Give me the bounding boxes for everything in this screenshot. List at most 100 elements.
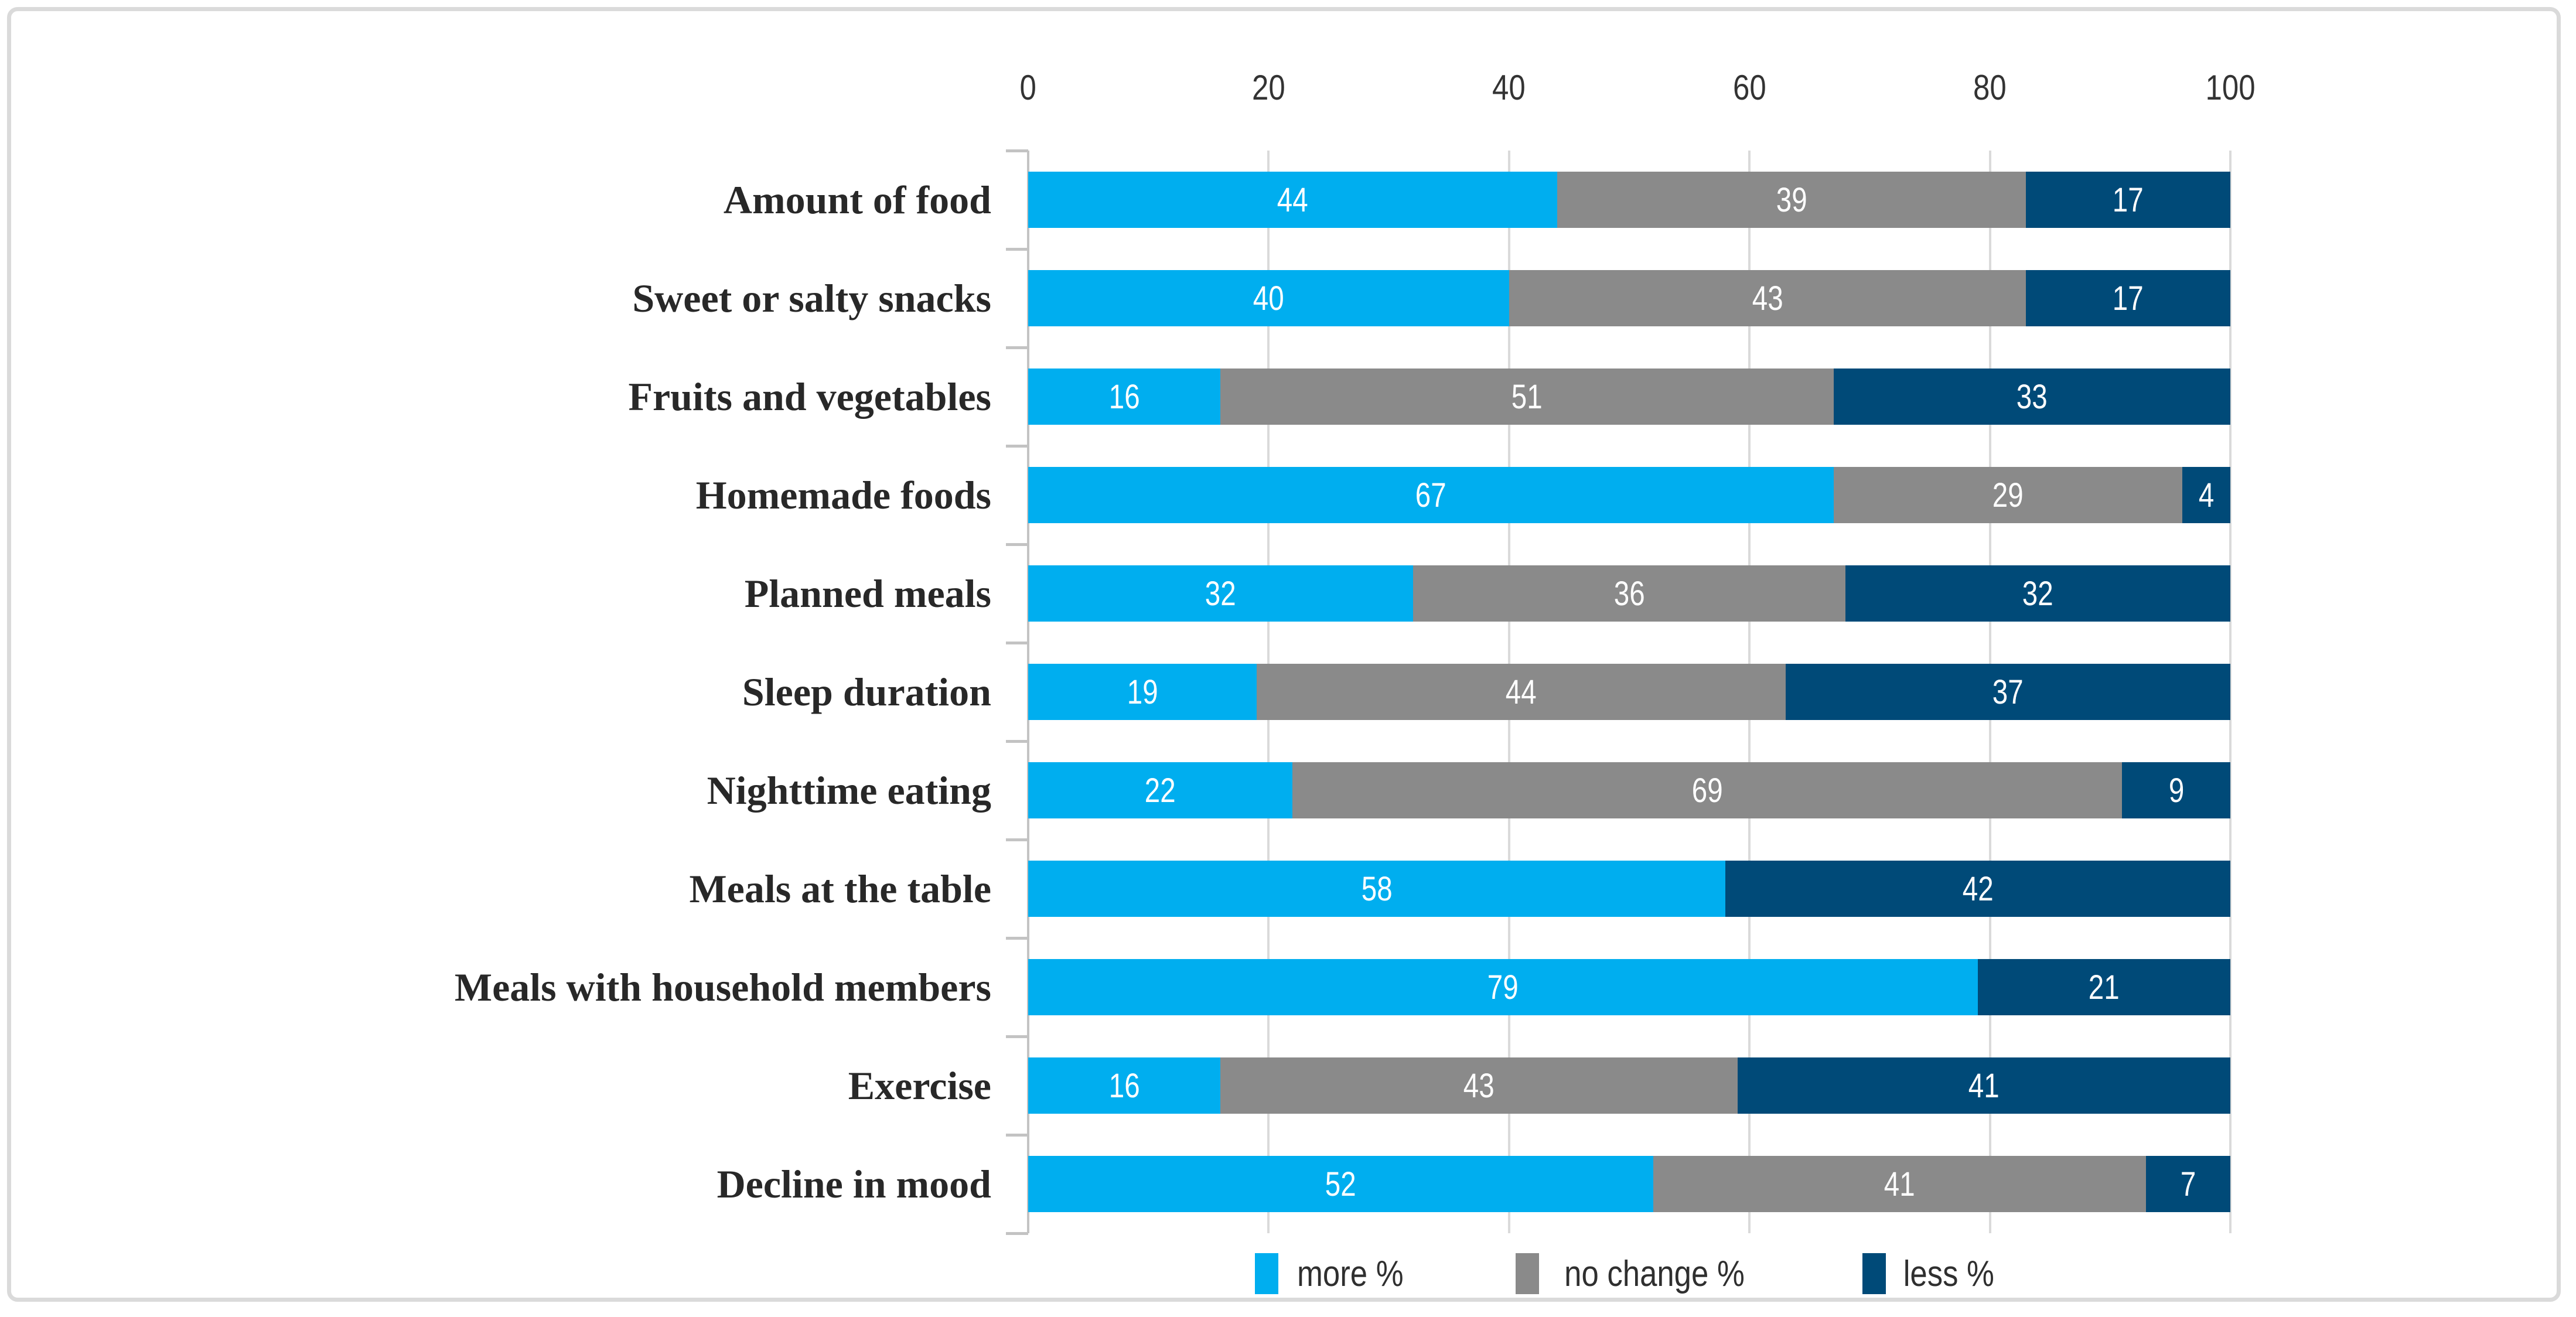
bar-value-label: 43 (1752, 279, 1783, 318)
axis-tick-label: 80 (1902, 59, 2078, 117)
axis-tick-text: 100 (2205, 68, 2256, 107)
axis-tick-text: 20 (1252, 68, 1285, 107)
bar-segment-more: 22 (1028, 762, 1293, 818)
bar-value-label: 29 (1992, 476, 2024, 514)
category-axis-tick (1006, 543, 1028, 546)
bar-row: 44 39 17 (1028, 172, 2230, 228)
bar-segment-less: 4 (2182, 467, 2230, 523)
bar-value-label: 44 (1505, 673, 1537, 711)
category-label: Nighttime eating (707, 768, 991, 813)
bar-row: 22 69 9 (1028, 762, 2230, 818)
bar-segment-more: 40 (1028, 270, 1509, 326)
bar-value-label: 16 (1108, 377, 1140, 416)
category-axis-tick (1006, 1232, 1028, 1235)
bar-value-label: 9 (2168, 771, 2184, 810)
axis-tick-label: 0 (940, 59, 1116, 117)
bar-value-label: 79 (1487, 968, 1519, 1006)
gridline (2229, 151, 2232, 1233)
category-label: Fruits and vegetables (628, 374, 991, 419)
axis-tick-label: 20 (1180, 59, 1356, 117)
bar-segment-nochange: 43 (1220, 1057, 1738, 1114)
legend-item: more % (1254, 1253, 1413, 1295)
axis-tick-text: 80 (1973, 68, 2007, 107)
bar-segment-nochange: 51 (1220, 369, 1834, 425)
bar-value-label: 17 (2113, 279, 2144, 318)
bar-value-label: 52 (1325, 1165, 1356, 1203)
bar-segment-less: 7 (2146, 1156, 2230, 1212)
bar-value-label: 32 (1205, 574, 1236, 613)
bar-segment-more: 16 (1028, 369, 1221, 425)
bar-segment-nochange: 41 (1653, 1156, 2147, 1212)
bar-segment-less: 17 (2026, 172, 2230, 228)
bar-row: 52 41 7 (1028, 1156, 2230, 1212)
bar-row: 16 43 41 (1028, 1057, 2230, 1114)
bar-value-label: 41 (1968, 1066, 2000, 1105)
bar-segment-more: 79 (1028, 959, 1978, 1015)
bar-value-label: 58 (1361, 869, 1393, 908)
bar-segment-more: 44 (1028, 172, 1557, 228)
bar-segment-less: 9 (2122, 762, 2230, 818)
bar-row: 79 21 (1028, 959, 2230, 1015)
bar-value-label: 69 (1691, 771, 1723, 810)
bar-row: 32 36 32 (1028, 565, 2230, 622)
category-axis-tick (1006, 248, 1028, 251)
category-axis-tick (1006, 445, 1028, 448)
bar-segment-less: 37 (1785, 664, 2230, 720)
bar-segment-more: 67 (1028, 467, 1834, 523)
category-label: Planned meals (744, 571, 991, 616)
axis-tick-text: 40 (1492, 68, 1526, 107)
category-axis-tick (1006, 838, 1028, 841)
bar-segment-less: 33 (1833, 369, 2230, 425)
bar-segment-nochange: 36 (1412, 565, 1846, 622)
bar-value-label: 42 (1962, 869, 1994, 908)
axis-tick-text: 0 (1019, 68, 1037, 107)
bar-value-label: 43 (1463, 1066, 1495, 1105)
bar-value-label: 39 (1776, 180, 1807, 219)
legend-swatch (1515, 1253, 1539, 1294)
bar-segment-more: 16 (1028, 1057, 1221, 1114)
category-axis-tick (1006, 937, 1028, 940)
bar-segment-less: 17 (2026, 270, 2230, 326)
axis-tick-text: 60 (1732, 68, 1766, 107)
bar-value-label: 21 (2089, 968, 2120, 1006)
bar-row: 58 42 (1028, 861, 2230, 917)
bar-segment-less: 42 (1725, 861, 2230, 917)
legend-label: more % (1296, 1253, 1404, 1294)
legend-swatch (1254, 1253, 1278, 1294)
chart-legend: more % no change % less % (996, 1247, 2261, 1301)
bar-segment-nochange: 69 (1292, 762, 2123, 818)
bar-value-label: 41 (1884, 1165, 1916, 1203)
bar-value-label: 17 (2113, 180, 2144, 219)
bar-value-label: 44 (1277, 180, 1308, 219)
bar-segment-nochange: 39 (1557, 172, 2026, 228)
category-label: Meals at the table (689, 866, 991, 911)
category-axis-tick (1006, 1035, 1028, 1038)
bar-segment-less: 21 (1978, 959, 2230, 1015)
bar-value-label: 7 (2180, 1165, 2196, 1203)
category-label: Homemade foods (695, 473, 991, 517)
legend-label: no change % (1564, 1253, 1745, 1294)
bar-segment-nochange: 43 (1509, 270, 2026, 326)
bar-segment-less: 41 (1737, 1057, 2230, 1114)
bar-row: 19 44 37 (1028, 664, 2230, 720)
legend-label: less % (1903, 1253, 1995, 1294)
category-label: Decline in mood (716, 1162, 991, 1206)
bar-value-label: 22 (1145, 771, 1176, 810)
bar-value-label: 40 (1253, 279, 1284, 318)
category-axis-tick (1006, 346, 1028, 349)
legend-swatch (1862, 1253, 1886, 1294)
category-axis-tick (1006, 740, 1028, 743)
bar-value-label: 37 (1992, 673, 2024, 711)
bar-value-label: 51 (1512, 377, 1543, 416)
bar-row: 40 43 17 (1028, 270, 2230, 326)
bar-value-label: 67 (1415, 476, 1446, 514)
bar-segment-nochange: 29 (1833, 467, 2182, 523)
axis-tick-label: 60 (1661, 59, 1837, 117)
legend-item: less % (1862, 1253, 2002, 1295)
category-axis-tick (1006, 642, 1028, 644)
axis-tick-label: 40 (1421, 59, 1597, 117)
bar-value-label: 33 (2016, 377, 2048, 416)
bar-segment-nochange: 44 (1256, 664, 1786, 720)
axis-tick-label: 100 (2142, 59, 2318, 117)
bar-value-label: 19 (1127, 673, 1158, 711)
